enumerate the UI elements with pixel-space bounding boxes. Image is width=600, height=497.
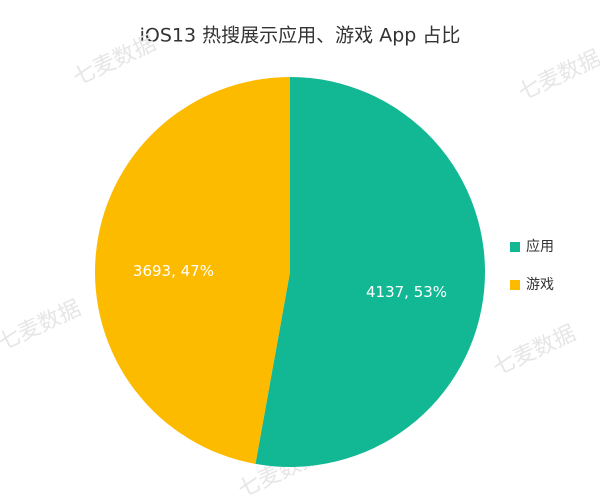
legend-swatch [510, 242, 520, 252]
legend-label: 游戏 [526, 277, 554, 293]
watermark: 七麦数据 [70, 31, 160, 91]
pie-slice [95, 77, 290, 464]
data-label: 3693, 47% [133, 262, 214, 280]
legend-swatch [510, 280, 520, 290]
watermark: 七麦数据 [0, 296, 85, 356]
watermark: 七麦数据 [490, 321, 580, 381]
legend-label: 应用 [526, 238, 554, 255]
watermark: 七麦数据 [515, 46, 600, 106]
data-label: 4137, 53% [366, 283, 447, 301]
pie-slice [255, 77, 486, 467]
chart-title: iOS13 热搜展示应用、游戏 App 占比 [140, 25, 461, 47]
